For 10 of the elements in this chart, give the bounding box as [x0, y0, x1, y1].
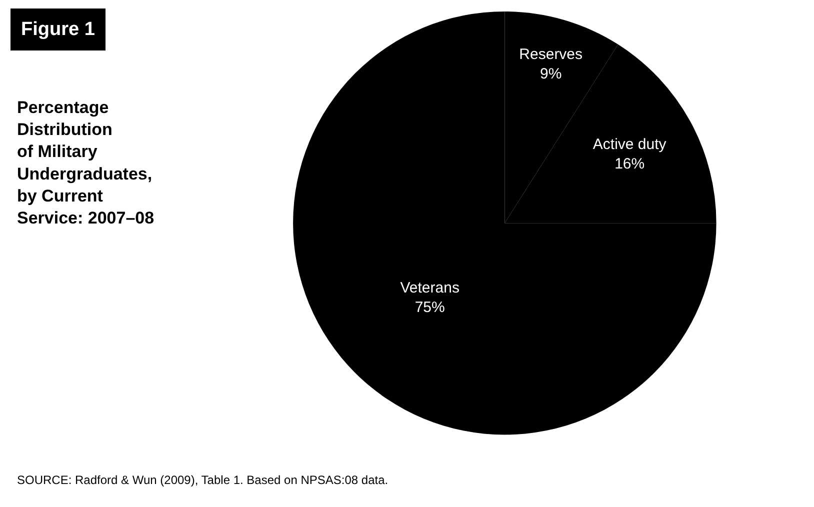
text: Percentage Distribution of Military Undergraduates, by Current Service: 2007–08: [17, 98, 154, 228]
slice-label: Veterans: [400, 280, 460, 297]
data-label: 9%: [540, 65, 562, 82]
slice-label: Active duty: [592, 136, 667, 154]
data-label: 16%: [614, 156, 645, 173]
slice-label: Reserves: [519, 46, 583, 63]
text: Figure 1: [21, 19, 96, 40]
data-label: 75%: [414, 299, 445, 316]
source-note: SOURCE: Radford & Wun (2009), Table 1. Based on NPSAS:08 data.: [17, 473, 388, 487]
pie-slice: [293, 11, 716, 435]
